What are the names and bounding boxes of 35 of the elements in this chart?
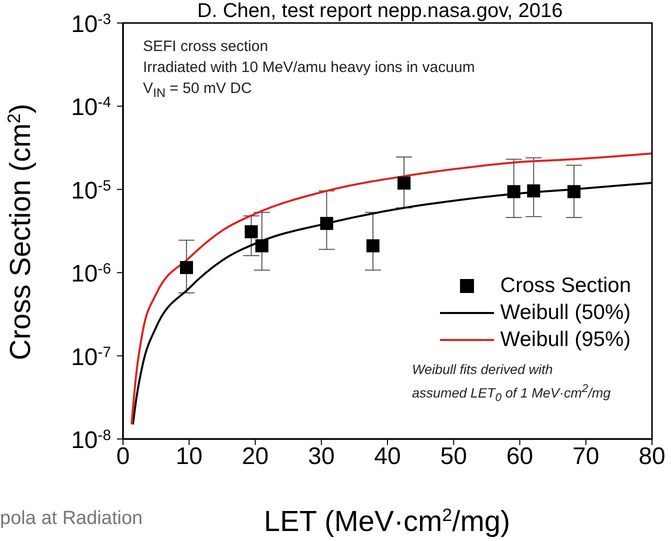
y-tick-label: 10$^{-3}$	[71, 11, 111, 38]
x-axis-title: LET (MeV·cm$^{2}$/mg)	[264, 505, 510, 538]
point	[255, 239, 268, 252]
point	[244, 225, 258, 238]
x-tick-label: 10	[176, 443, 202, 470]
legend-label: Weibull (50%)	[500, 300, 631, 324]
x-tick-label: 40	[374, 443, 401, 470]
point	[180, 261, 193, 274]
x-tick-label: 60	[506, 443, 534, 470]
legend-label: Weibull (95%)	[500, 328, 631, 352]
point	[320, 216, 334, 230]
x-tick-label: 20	[242, 443, 269, 470]
text: pola at Radiation	[0, 508, 143, 530]
y-tick-label: 10$^{-6}$	[71, 260, 111, 288]
annotation: SEFI cross section	[143, 38, 268, 55]
y-tick-label: 10$^{-8}$	[71, 427, 111, 454]
annotation: Weibull fits derived with	[412, 362, 553, 377]
point	[527, 184, 540, 198]
point	[507, 185, 520, 198]
x-tick-label: 50	[440, 443, 467, 470]
x-tick-label: 30	[308, 443, 335, 470]
y-tick-label: 10$^{-4}$	[71, 94, 111, 122]
annotation: assumed LET$_{0}$ of 1 MeV·cm$^{2}$/mg	[412, 383, 611, 404]
x-tick-label: 70	[572, 443, 600, 470]
x-tick-label: 0	[116, 443, 130, 470]
y-tick-label: 10$^{-5}$	[71, 177, 111, 204]
x-tick-label: 80	[638, 443, 666, 470]
chart-title: D. Chen, test report nepp.nasa.gov, 2016	[197, 0, 563, 22]
point	[567, 185, 580, 198]
annotation: V$_{IN}$ = 50 mV DC	[143, 80, 252, 100]
legend-label: Cross Section	[500, 274, 631, 298]
point	[398, 176, 411, 190]
y-tick-label: 10$^{-7}$	[71, 344, 111, 371]
point	[366, 239, 380, 252]
annotation: Irradiated with 10 MeV/amu heavy ions in vacuum	[143, 59, 475, 76]
